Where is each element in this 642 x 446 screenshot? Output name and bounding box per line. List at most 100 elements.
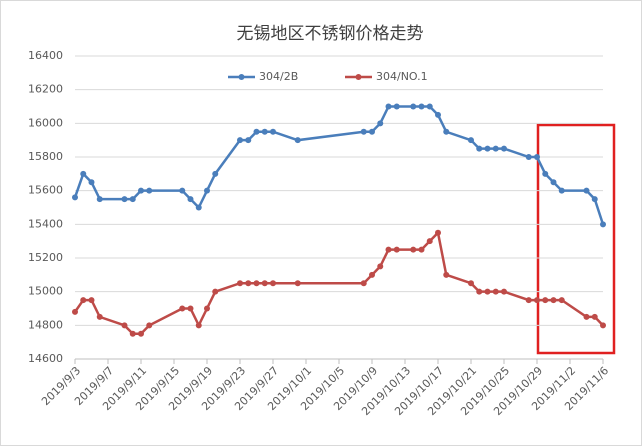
y-tick-label: 14800 (28, 318, 63, 331)
data-point (484, 288, 491, 295)
data-point (270, 128, 276, 135)
y-tick-label: 15200 (28, 251, 63, 264)
y-tick-label: 15400 (28, 217, 63, 230)
data-point (600, 322, 606, 329)
data-point (72, 308, 78, 315)
data-point (187, 196, 194, 203)
data-point (558, 297, 565, 304)
data-point (377, 263, 384, 270)
y-tick-label: 15000 (28, 285, 63, 298)
data-point (80, 297, 87, 304)
data-point (129, 196, 136, 203)
data-point (88, 179, 95, 186)
data-point (410, 103, 417, 110)
data-point (426, 238, 433, 245)
data-point (484, 145, 491, 152)
data-point (435, 229, 441, 236)
data-point (550, 179, 557, 186)
data-point (591, 196, 598, 203)
data-point (146, 187, 153, 194)
data-point (501, 288, 507, 295)
data-point (237, 137, 243, 144)
data-point (583, 313, 590, 320)
legend-marker (355, 74, 362, 80)
data-point (525, 297, 532, 304)
data-point (253, 280, 260, 287)
data-point (360, 128, 367, 135)
data-point (534, 154, 540, 160)
data-point (418, 103, 425, 110)
data-point (146, 322, 153, 329)
data-point (600, 221, 606, 228)
data-point (393, 246, 400, 253)
data-point (501, 145, 507, 152)
data-point (179, 187, 186, 194)
data-point (195, 204, 202, 211)
data-point (410, 246, 417, 253)
data-point (270, 280, 276, 287)
data-point (393, 103, 400, 110)
y-tick-label: 16200 (28, 83, 63, 96)
data-point (253, 128, 260, 135)
data-point (435, 111, 441, 118)
data-point (550, 297, 557, 304)
data-point (492, 145, 499, 152)
data-point (369, 271, 375, 278)
data-point (377, 120, 384, 127)
chart-title: 无锡地区不锈钢价格走势 (237, 24, 424, 44)
data-point (360, 280, 367, 287)
data-point (129, 330, 136, 337)
data-point (385, 246, 392, 253)
data-point (204, 187, 210, 194)
highlight-box (536, 123, 616, 355)
data-point (534, 297, 540, 304)
y-tick-label: 16400 (28, 49, 63, 62)
data-point (96, 313, 103, 320)
y-tick-label: 14600 (28, 352, 63, 365)
data-point (468, 137, 474, 144)
data-point (525, 154, 532, 160)
y-tick-label: 15800 (28, 150, 63, 163)
data-point (294, 280, 301, 287)
legend-label: 304/2B (259, 70, 298, 83)
data-point (245, 280, 252, 287)
data-point (72, 194, 78, 201)
data-point (583, 187, 590, 194)
data-point (443, 271, 450, 278)
data-point (245, 137, 252, 144)
legend-marker (238, 74, 245, 80)
data-point (542, 170, 549, 177)
data-point (88, 297, 95, 304)
data-point (558, 187, 565, 194)
data-point (476, 288, 483, 295)
data-point (121, 196, 128, 203)
data-point (443, 128, 450, 135)
y-tick-label: 16000 (28, 116, 63, 129)
data-point (418, 246, 425, 253)
data-point (476, 145, 483, 152)
data-point (237, 280, 243, 287)
data-point (187, 305, 194, 312)
data-point (138, 330, 144, 337)
data-point (492, 288, 499, 295)
data-point (121, 322, 128, 329)
data-point (179, 305, 186, 312)
data-point (195, 322, 202, 329)
data-point (426, 103, 433, 110)
data-point (385, 103, 392, 110)
data-point (261, 128, 268, 135)
y-tick-label: 15600 (28, 184, 63, 197)
legend-label: 304/NO.1 (376, 70, 428, 83)
data-point (80, 170, 87, 177)
data-point (212, 170, 219, 177)
data-point (261, 280, 268, 287)
data-point (369, 128, 375, 135)
data-point (204, 305, 210, 312)
data-point (96, 196, 103, 203)
data-point (468, 280, 474, 287)
data-point (212, 288, 219, 295)
data-point (542, 297, 549, 304)
